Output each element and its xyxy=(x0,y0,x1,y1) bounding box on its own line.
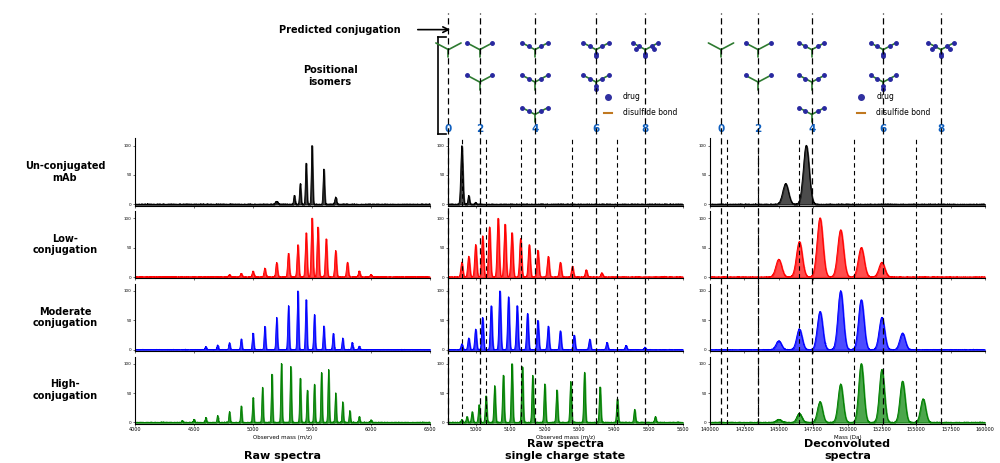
Text: Raw spectra
single charge state: Raw spectra single charge state xyxy=(505,439,626,461)
X-axis label: Mass (Da): Mass (Da) xyxy=(834,435,861,440)
Text: 8: 8 xyxy=(642,124,649,134)
Text: Moderate
conjugation: Moderate conjugation xyxy=(32,307,98,328)
Text: 6: 6 xyxy=(880,124,887,134)
Text: 2: 2 xyxy=(754,124,762,134)
Text: High-
conjugation: High- conjugation xyxy=(32,379,98,401)
Text: disulfide bond: disulfide bond xyxy=(623,108,677,118)
Text: Raw spectra: Raw spectra xyxy=(244,450,321,461)
Text: 2: 2 xyxy=(476,124,483,134)
Text: 0: 0 xyxy=(717,124,725,134)
Text: 4: 4 xyxy=(531,124,539,134)
X-axis label: Observed mass (m/z): Observed mass (m/z) xyxy=(253,435,312,440)
Text: disulfide bond: disulfide bond xyxy=(876,108,931,118)
Text: Positional
isomers: Positional isomers xyxy=(303,65,357,87)
Text: 0: 0 xyxy=(445,124,452,134)
Text: 6: 6 xyxy=(592,124,600,134)
Text: drug: drug xyxy=(623,92,641,101)
Text: Un-conjugated
mAb: Un-conjugated mAb xyxy=(25,161,105,183)
Text: Predicted conjugation: Predicted conjugation xyxy=(279,25,401,35)
X-axis label: Observed mass (m/z): Observed mass (m/z) xyxy=(536,435,595,440)
Text: 4: 4 xyxy=(808,124,815,134)
Text: Low-
conjugation: Low- conjugation xyxy=(32,234,98,256)
Text: drug: drug xyxy=(876,92,894,101)
Text: 8: 8 xyxy=(937,124,945,134)
Text: Deconvoluted
spectra: Deconvoluted spectra xyxy=(804,439,890,461)
